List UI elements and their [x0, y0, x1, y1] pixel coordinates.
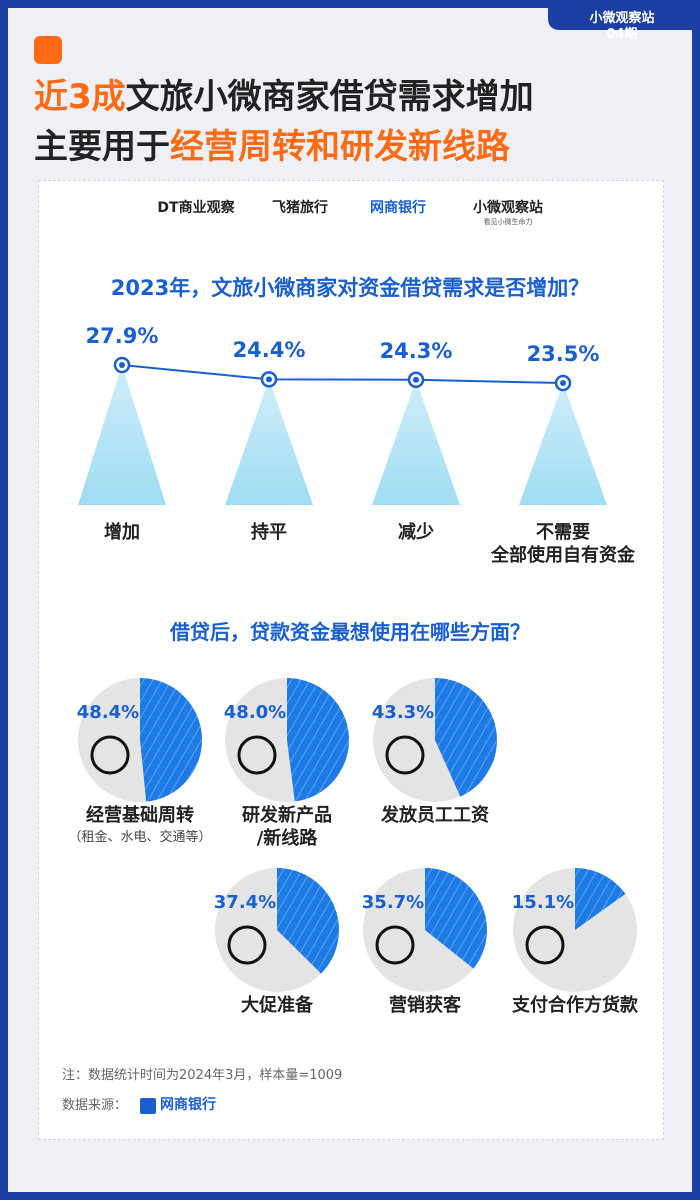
footnote: 注：数据统计时间为2024年3月，样本量=1009: [62, 1068, 343, 1083]
title-segment: 经营周转和研发新线路: [170, 127, 510, 167]
icon: [385, 735, 425, 775]
icon: [227, 925, 267, 965]
icon: [375, 925, 415, 965]
category-note: （租金、水电、交通等）: [68, 830, 212, 845]
marker-dot: [266, 376, 272, 383]
category-label: 大促准备: [241, 995, 313, 1016]
header-tab: [548, 8, 692, 30]
icon: [90, 735, 130, 775]
source-logo: [140, 1098, 156, 1114]
icon: [525, 925, 565, 965]
title-segment: 文旅小微商家借贷需求增加: [125, 77, 534, 117]
chart-title: 2023年，文旅小微商家对资金借贷需求是否增加？: [110, 276, 590, 300]
category-label: 营销获客: [389, 995, 461, 1016]
value-label: 37.4%: [213, 892, 277, 913]
category-label: 持平: [251, 522, 287, 543]
pie-slice: [277, 868, 339, 974]
value-label: 48.4%: [76, 702, 140, 723]
chart-title: 借贷后，贷款资金最想使用在哪些方面？: [170, 620, 530, 644]
value-label: 27.9%: [85, 324, 159, 348]
category-label: 发放员工工资: [381, 805, 489, 826]
source-label: 数据来源：: [62, 1098, 128, 1113]
logo: 小微观察站: [473, 200, 543, 216]
pie-slice: [140, 678, 202, 802]
value-label: 24.3%: [379, 338, 453, 363]
category-label: 研发新产品 /新线路: [242, 805, 332, 849]
value-label: 35.7%: [361, 892, 425, 913]
line: [121, 364, 564, 385]
category-label: 经营基础周转: [86, 805, 194, 826]
category-label: 支付合作方货款: [512, 995, 638, 1016]
value-label: 48.0%: [223, 702, 287, 723]
category-label: 减少: [398, 522, 434, 543]
value-label: 24.4%: [232, 338, 306, 363]
source-name: 网商银行: [160, 1097, 216, 1113]
pie-slice: [287, 678, 349, 802]
spotlight: [225, 379, 313, 505]
value-label: 23.5%: [526, 342, 600, 367]
marker-dot: [413, 376, 419, 383]
title-icon: [34, 36, 62, 64]
title-segment: 主要用于: [34, 127, 170, 167]
title-line: 主要用于经营周转和研发新线路: [34, 126, 510, 169]
logo: 飞猪旅行: [272, 200, 328, 216]
pie-slice: [575, 868, 626, 930]
spotlight: [519, 383, 607, 505]
value-label: 43.3%: [371, 702, 435, 723]
logo: 网商银行: [370, 200, 426, 216]
value-label: 15.1%: [511, 892, 575, 913]
marker-dot: [560, 380, 566, 387]
spotlight: [78, 365, 166, 505]
category-label: 不需要 全部使用自有资金: [491, 522, 635, 566]
spotlight: [372, 379, 460, 505]
marker-dot: [119, 362, 125, 368]
logo: DT商业观察: [157, 200, 235, 216]
header-tag: 小微观察站04期: [589, 11, 655, 43]
category-label: 增加: [104, 522, 140, 543]
title-segment: 近3成: [34, 77, 126, 117]
icon: [237, 735, 277, 775]
pie-slice: [435, 678, 497, 797]
logo-tagline: 看见小微生命力: [483, 218, 533, 226]
title-line: 近3成文旅小微商家借贷需求增加: [34, 76, 534, 119]
pie-slice: [425, 868, 487, 969]
